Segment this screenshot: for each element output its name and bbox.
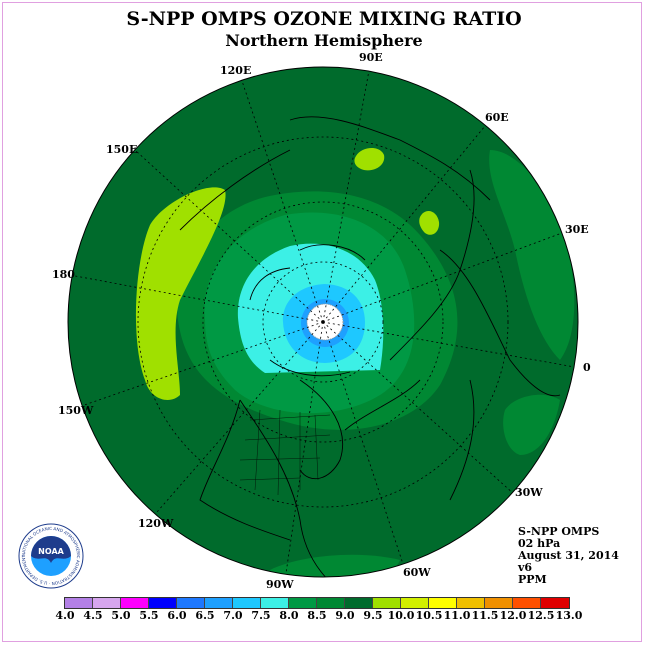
lon-label-30w: 30W (515, 486, 543, 499)
map-outline (67, 66, 579, 578)
info-level: 02 hPa (518, 537, 561, 550)
colorbar-tick-label: 5.0 (111, 609, 131, 622)
colorbar-tick-label: 8.5 (307, 609, 327, 622)
colorbar-segment (205, 598, 233, 608)
graticule (69, 67, 578, 577)
colorbar-tick-label: 4.5 (83, 609, 103, 622)
colorbar-segment (289, 598, 317, 608)
colorbar-tick-label: 12.5 (527, 609, 555, 622)
lon-label-120w: 120W (138, 517, 174, 530)
lon-label-90w: 90W (266, 578, 294, 591)
colorbar-tick-label: 11.0 (443, 609, 471, 622)
region-9-5-pacific (135, 187, 226, 400)
colorbar-segment (65, 598, 93, 608)
colorbar-segment (345, 598, 373, 608)
lon-label-90e: 90E (359, 51, 383, 64)
region-8-5-europe (489, 150, 575, 360)
info-version: v6 (518, 561, 533, 574)
region-8-5-south (270, 554, 400, 577)
state-boundaries (239, 409, 331, 496)
region-9-5-urals (419, 210, 440, 235)
colorbar-tick-label: 9.0 (335, 609, 355, 622)
colorbar-tick-label: 7.0 (223, 609, 243, 622)
region-8-5-atlantic (503, 394, 560, 455)
info-date: August 31, 2014 (518, 549, 619, 562)
info-instrument: S-NPP OMPS (518, 525, 600, 538)
lon-label-60w: 60W (403, 566, 431, 579)
colorbar-tick-label: 12.0 (499, 609, 527, 622)
colorbar-tick-label: 7.5 (251, 609, 271, 622)
colorbar-tick-label: 6.5 (195, 609, 215, 622)
lon-label-120e: 120E (220, 64, 252, 77)
colorbar-segment (513, 598, 541, 608)
noaa-logo: NATIONAL OCEANIC AND ATMOSPHERIC ADMINIS… (18, 523, 84, 589)
colorbar-segment (233, 598, 261, 608)
colorbar-tick-label: 5.5 (139, 609, 159, 622)
region-9-5-siberia (354, 147, 385, 171)
colorbar (64, 597, 570, 609)
colorbar-segment (541, 598, 569, 608)
colorbar-segment (401, 598, 429, 608)
colorbar-tick-label: 8.0 (279, 609, 299, 622)
map-title: S-NPP OMPS OZONE MIXING RATIO (126, 8, 522, 30)
colorbar-tick-label: 13.0 (555, 609, 583, 622)
colorbar-tick-label: 9.5 (363, 609, 383, 622)
colorbar-tick-label: 10.0 (387, 609, 415, 622)
lon-label-30e: 30E (565, 223, 589, 236)
colorbar-tick-label: 6.0 (167, 609, 187, 622)
lon-label-150e: 150E (106, 143, 138, 156)
colorbar-segment (121, 598, 149, 608)
colorbar-tick-label: 4.0 (55, 609, 75, 622)
colorbar-tick-label: 10.5 (415, 609, 443, 622)
colorbar-segment (373, 598, 401, 608)
lon-label-150w: 150W (58, 404, 94, 417)
colorbar-segment (149, 598, 177, 608)
logo-text: NOAA (38, 547, 64, 556)
colorbar-segment (485, 598, 513, 608)
coastlines (179, 116, 561, 577)
colorbar-segment (261, 598, 289, 608)
colorbar-segment (317, 598, 345, 608)
info-units: PPM (518, 573, 547, 586)
colorbar-tick-label: 11.5 (471, 609, 499, 622)
colorbar-segment (429, 598, 457, 608)
map-subtitle: Northern Hemisphere (225, 31, 423, 50)
colorbar-segment (457, 598, 485, 608)
figure-frame (2, 2, 642, 642)
colorbar-segment (93, 598, 121, 608)
lon-label-60e: 60E (485, 111, 509, 124)
colorbar-segment (177, 598, 205, 608)
lon-label-180: 180 (52, 268, 75, 281)
lon-label-0: 0 (583, 361, 591, 374)
